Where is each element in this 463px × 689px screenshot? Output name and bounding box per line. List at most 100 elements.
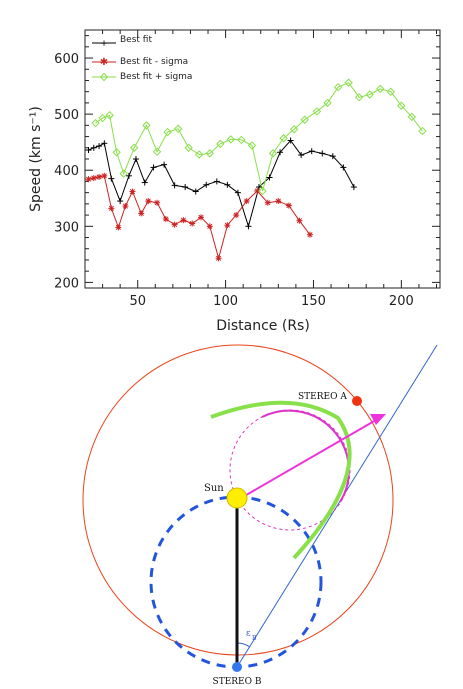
data-point [154,199,161,206]
series-lines [88,82,423,261]
data-point [365,90,374,99]
data-point [323,98,332,108]
data-point [268,149,278,158]
line-of-sight [236,344,438,668]
data-point [275,198,282,205]
epsilon-angle-arc [236,642,251,648]
y-axis-title: Speed (km s⁻¹) [28,106,44,212]
tick-labels: 50 100 150 200 200 300 400 500 600 [54,52,414,309]
data-point [192,188,199,195]
axis-ticks [85,30,440,288]
data-point [216,139,225,149]
data-point [407,112,417,122]
data-point [195,150,204,159]
epsilon-subscript: B [252,635,257,642]
data-point [108,205,115,212]
data-point [197,214,204,221]
data-point [189,220,196,227]
x-tick-label: 100 [213,294,238,309]
data-point [145,198,152,205]
data-point [258,186,267,196]
data-point [354,93,364,102]
data-point [90,144,97,151]
data-point [122,203,129,210]
legend-label-best-fit-minus-sigma: Best fit - sigma [120,57,188,67]
data-point [91,118,100,128]
sun [226,487,248,509]
data-point [418,126,427,136]
legend-entry-best-fit: + Best fit [92,35,152,49]
y-tick-label: 200 [54,276,79,291]
data-point [279,134,288,143]
y-tick-label: 500 [54,108,79,123]
data-point [298,152,305,159]
data-point [101,140,108,147]
sun-label: Sun [204,483,224,494]
data-point [289,125,299,134]
y-tick-label: 600 [54,52,79,67]
data-point [184,143,193,152]
data-point [386,87,395,96]
data-point [213,178,220,185]
data-point [129,188,136,195]
cme-front-arc [210,400,352,560]
legend-plus-marker: + [100,39,108,49]
x-axis-title: Distance (Rs) [216,318,310,334]
data-point [112,148,121,157]
data-point [161,161,168,168]
data-point [117,198,124,205]
series-line-2 [95,82,423,192]
data-point [312,107,322,116]
data-point [266,174,273,181]
legend: + Best fit ✱ Best fit - sigma Best fit +… [92,35,192,82]
data-point [206,223,213,230]
data-point [171,182,178,189]
data-point [130,143,139,152]
data-point [105,111,114,120]
data-point [98,113,107,123]
speed-distance-chart: 50 100 150 200 200 300 400 500 600 Distance (Rs)… [28,29,441,334]
data-point [150,164,157,171]
data-point [344,78,353,87]
series-line-0 [88,139,355,229]
data-point [173,124,183,133]
y-tick-label: 300 [54,220,79,235]
data-point [329,153,336,160]
data-point [397,101,406,110]
data-point [180,217,187,224]
data-point [125,172,132,179]
stereo-a-spacecraft [352,396,362,406]
geometry-diagram: ε B Sun STEREO A STEREO B [82,344,438,687]
epsilon-label: ε [246,629,251,639]
data-point [247,141,257,150]
data-point [233,212,240,219]
data-point [138,210,145,217]
stereo-b-spacecraft [232,662,242,672]
data-point [264,199,271,206]
legend-entry-best-fit-minus-sigma: ✱ Best fit - sigma [92,57,188,68]
data-point [205,149,214,158]
data-point [306,231,313,238]
data-point [90,175,97,182]
data-point [182,184,189,191]
data-point [215,255,222,262]
data-point [285,202,292,209]
data-point [277,149,284,156]
data-point [376,84,385,94]
data-point [234,189,241,196]
x-tick-label: 150 [301,294,326,309]
stereo-a-label: STEREO A [298,392,347,402]
propagation-arrow-head [370,414,386,425]
data-point [237,135,246,145]
x-tick-label: 50 [129,294,146,309]
data-point [141,179,148,186]
data-point [108,175,115,182]
data-point [203,181,210,188]
data-point [163,127,172,137]
data-point [245,223,252,230]
data-point [115,224,122,231]
legend-label-best-fit-plus-sigma: Best fit + sigma [120,72,192,82]
data-point [85,147,92,154]
data-point [96,173,103,180]
legend-asterisk-marker: ✱ [100,57,108,68]
